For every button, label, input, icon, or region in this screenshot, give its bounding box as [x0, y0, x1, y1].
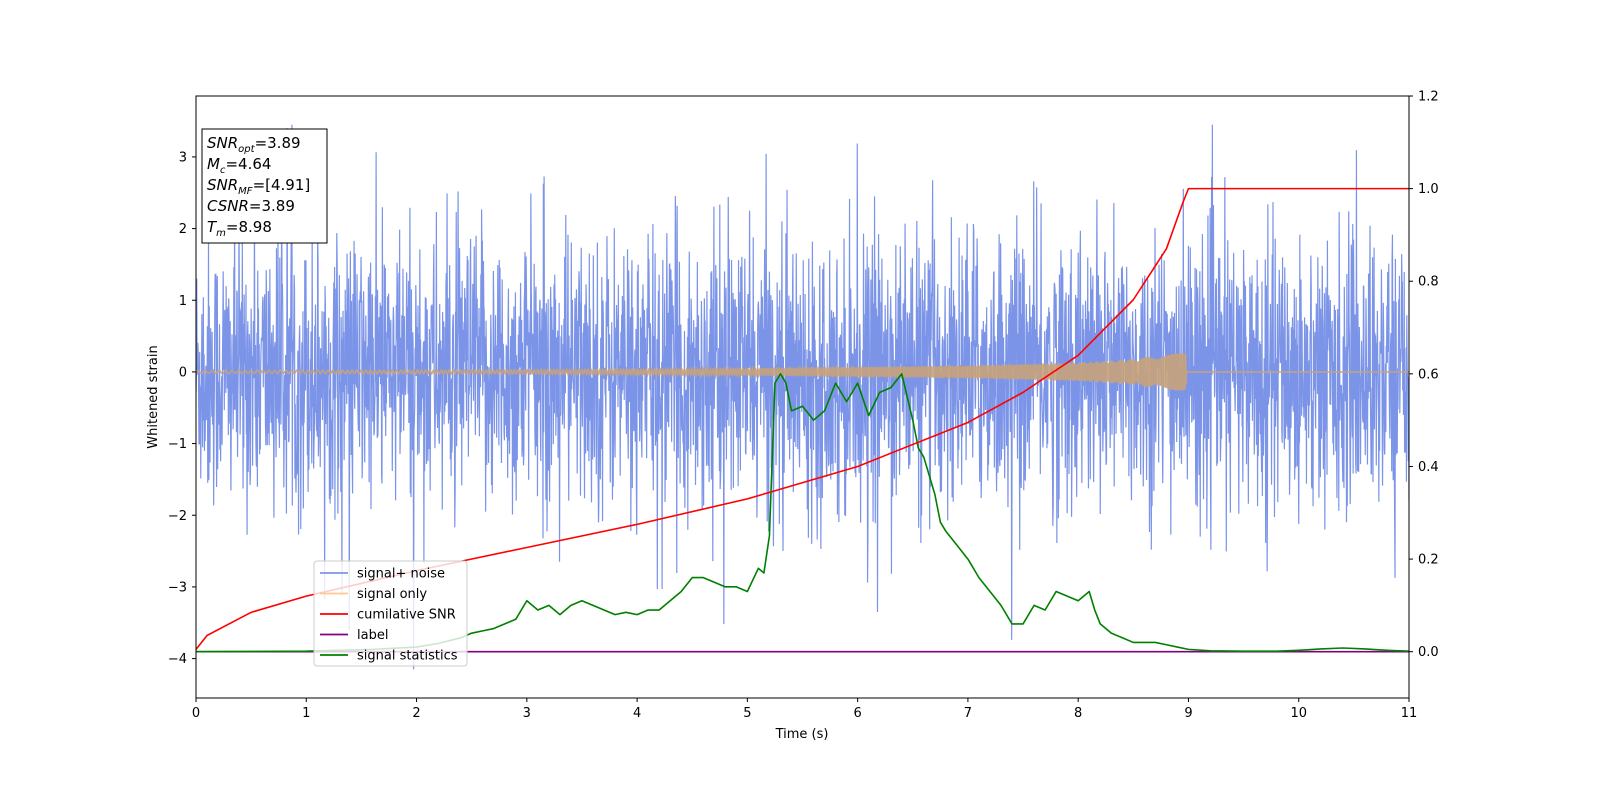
- info-line: Mc=4.64: [207, 155, 271, 176]
- y-axis-right: 0.0 0.2 0.4 0.6 0.8 1.0 1.2: [1409, 90, 1439, 660]
- legend-label: label: [357, 628, 388, 643]
- info-box-frame: [201, 128, 328, 244]
- x-tick-label: 11: [1401, 706, 1418, 721]
- info-line: Tm=8.98: [207, 218, 272, 239]
- x-tick-label: 3: [523, 706, 531, 721]
- y-left-tick-label: 3: [179, 150, 187, 165]
- y-right-tick-label: 0.0: [1418, 645, 1439, 660]
- y-left-tick-label: 1: [179, 294, 187, 309]
- legend-frame: [313, 560, 468, 667]
- y-right-tick-label: 1.0: [1418, 182, 1439, 197]
- legend: signal+ noise signal only cumilative SNR la…: [313, 560, 468, 667]
- y-left-tick-label: −3: [168, 580, 187, 595]
- info-line: CSNR=3.89: [207, 197, 295, 215]
- y-left-tick-label: −1: [168, 437, 187, 452]
- series-cumulative-snr-line: [196, 187, 1409, 650]
- series-signal-only-line: [196, 353, 1409, 391]
- y-right-tick-label: 0.4: [1418, 460, 1439, 475]
- legend-label: signal only: [357, 587, 427, 602]
- y-left-tick-label: 2: [179, 222, 187, 237]
- y-axis-title: Whitened strain: [146, 345, 161, 448]
- y-left-tick-label: −2: [168, 509, 187, 524]
- legend-label: signal+ noise: [357, 567, 445, 582]
- x-tick-label: 4: [633, 706, 641, 721]
- x-tick-label: 1: [302, 706, 310, 721]
- x-tick-label: 5: [743, 706, 751, 721]
- x-axis: 0 1 2 3 4 5 6 7 8 9 10 11: [192, 698, 1417, 721]
- y-axis-left: −4 −3 −2 −1 0 1 2 3: [168, 150, 196, 667]
- x-tick-label: 8: [1074, 706, 1082, 721]
- series-signal-noise-line: [196, 124, 1409, 670]
- x-tick-label: 0: [192, 706, 200, 721]
- info-line: SNRMF=[4.91]: [207, 176, 310, 197]
- y-right-tick-label: 1.2: [1418, 90, 1439, 105]
- y-left-tick-label: 0: [179, 365, 187, 380]
- x-tick-label: 7: [964, 706, 972, 721]
- y-right-tick-label: 0.8: [1418, 275, 1439, 290]
- legend-label: cumilative SNR: [357, 608, 456, 623]
- plot-frame: [195, 95, 1410, 699]
- x-axis-title: Time (s): [775, 727, 829, 742]
- y-left-tick-label: −4: [168, 652, 187, 667]
- x-tick-label: 6: [853, 706, 861, 721]
- legend-label: signal statistics: [357, 649, 458, 664]
- x-tick-label: 9: [1184, 706, 1192, 721]
- y-right-tick-label: 0.6: [1418, 367, 1439, 382]
- info-line: SNRopt=3.89: [207, 134, 301, 155]
- x-tick-label: 10: [1290, 706, 1307, 721]
- x-tick-label: 2: [412, 706, 420, 721]
- y-right-tick-label: 0.2: [1418, 553, 1439, 568]
- series-signal-statistics-line: [196, 373, 1409, 653]
